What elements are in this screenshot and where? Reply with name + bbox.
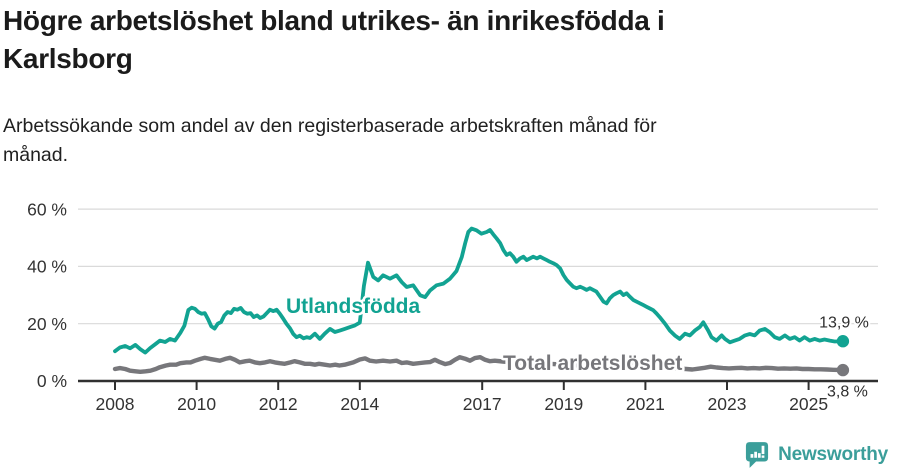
newsworthy-logo: Newsworthy [745,441,888,469]
series-label: Utlandsfödda [286,295,420,318]
series-label: Total arbetslöshet [503,352,682,375]
speech-bubble-bar-chart-icon [746,442,769,468]
end-value-annotation: 3,8 % [827,384,868,401]
x-axis-tick-label: 2019 [544,394,583,414]
newsworthy-wordmark: Newsworthy [778,444,888,465]
x-axis-tick-label: 2008 [96,394,135,414]
chart-subtitle: Arbetssökande som andel av den registerb… [3,112,657,170]
x-axis-tick-label: 2012 [259,394,298,414]
end-value-annotation: 13,9 % [819,315,869,332]
series-line [113,226,845,355]
series-end-dot [836,335,850,348]
page-title: Högre arbetslöshet bland utrikes- än inr… [3,2,665,78]
y-axis-tick-label: 60 % [27,199,67,219]
series-end-dot [836,363,850,377]
x-axis-tick-label: 2023 [708,394,747,414]
title-line-1: Högre arbetslöshet bland utrikes- än inr… [3,5,665,36]
x-axis-tick-label: 2017 [463,394,502,414]
y-axis-tick-label: 0 % [37,371,67,391]
title-line-2: Karlsborg [3,43,133,74]
subtitle-line-1: Arbetssökande som andel av den registerb… [3,115,657,137]
subtitle-line-2: månad. [3,144,69,166]
series-line [112,355,846,374]
x-axis-tick-label: 2010 [177,394,216,414]
x-axis-tick-label: 2025 [789,394,828,414]
x-axis-tick-label: 2021 [626,394,665,414]
y-axis-tick-label: 40 % [27,257,67,277]
y-axis-tick-label: 20 % [27,314,67,334]
x-axis-tick-label: 2014 [340,394,379,414]
